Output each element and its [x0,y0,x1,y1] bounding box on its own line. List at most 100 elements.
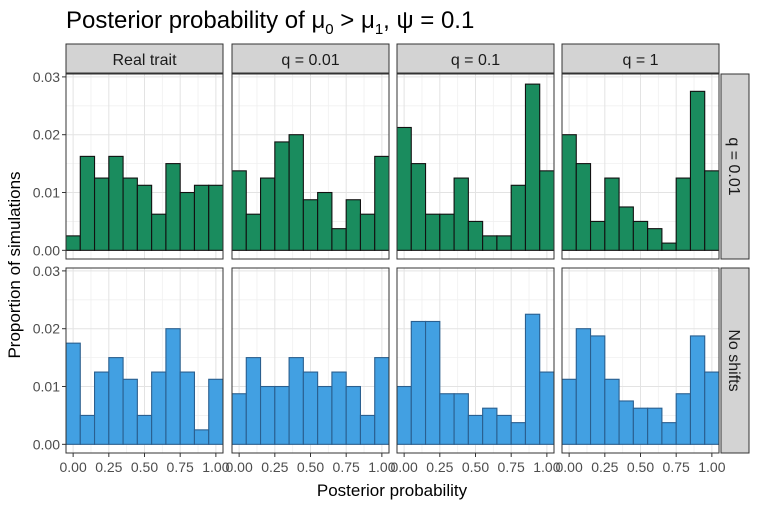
x-tick-label: 0.25 [426,459,453,475]
column-strip-label: q = 0.1 [451,52,500,69]
histogram-bar [179,191,196,251]
histogram-bar [274,385,290,445]
histogram-bar [208,378,223,445]
histogram-bar [424,213,441,251]
histogram-bar [510,184,527,251]
y-tick-label: 0.03 [33,263,60,279]
histogram-bar [374,155,389,251]
row-strip-label: No shifts [725,329,742,391]
histogram-bar [79,414,96,445]
histogram-bar [232,170,247,251]
x-tick-label: 0.00 [391,459,418,475]
histogram-bar [345,385,362,445]
histogram-bar [302,199,319,251]
histogram-bar [689,90,706,251]
histogram-bar [245,213,262,251]
histogram-bars [397,83,554,251]
histogram-bar [122,378,138,445]
facet-panel [231,73,390,260]
histogram-bar [439,393,455,445]
histogram-bar [661,422,677,445]
panel-border [561,73,720,260]
histogram-bar [165,328,181,445]
facet-strips: Real trait q = 0.01 q = 0.1 q = 1 q = 0.01 No… [65,43,750,454]
column-strip-label: q = 1 [622,52,658,69]
histogram-bar [524,313,541,445]
histogram-bar [274,141,290,251]
histogram-bar [359,414,376,445]
histogram-bar [108,357,124,445]
x-tick-label: 0.25 [261,459,288,475]
histogram-bar [496,235,512,251]
histogram-bar [179,371,196,445]
histogram-bar [618,206,634,251]
title-main: Posterior probability of μ [66,7,325,34]
title-end: , ψ = 0.1 [383,7,474,34]
y-tick-label: 0.03 [33,69,60,85]
facet-panel [65,267,224,454]
x-tick-label: 0.25 [591,459,618,475]
histogram-bar [151,213,167,251]
x-tick-label: 0.25 [95,459,122,475]
facet-panels [65,73,720,454]
histogram-bar [136,414,153,445]
x-tick-label: 0.50 [627,459,654,475]
x-tick-label: 0.50 [462,459,489,475]
column-strip-label: q = 0.01 [281,52,339,69]
histogram-bar [136,184,153,251]
histogram-bar [245,357,262,445]
histogram-bar [193,429,210,445]
histogram-bar [232,393,247,445]
histogram-bar [374,357,389,445]
row-strip-label: q = 0.01 [725,137,742,195]
histogram-bar [467,220,484,251]
column-strip [396,43,555,74]
facet-panel [231,267,390,454]
histogram-bar [675,177,692,251]
x-tick-label: 0.00 [60,459,87,475]
histogram-bar [589,335,606,445]
title-sub0: 0 [325,21,333,38]
histogram-bar [575,163,592,251]
x-tick-label: 0.50 [131,459,158,475]
x-tick-label: 0.75 [663,459,690,475]
histogram-bar [317,191,333,251]
column-strip [65,43,224,74]
histogram-bar [66,342,81,445]
column-strip [231,43,390,74]
histogram-bar [331,228,347,251]
histogram-bar [397,126,412,251]
column-strip-label: Real trait [112,52,177,69]
facet-panel [65,73,224,260]
histogram-bar [66,235,81,251]
histogram-bar [108,155,124,251]
panel-border [231,73,390,260]
x-tick-label: 1.00 [202,459,229,475]
histogram-bar [539,170,554,251]
chart-title: Posterior probability of μ0 > μ1, ψ = 0.… [66,7,474,38]
histogram-bar [647,407,663,445]
x-tick-label: 1.00 [368,459,395,475]
histogram-bar [439,213,455,251]
facet-panel [561,73,720,260]
histogram-bar [165,163,181,251]
histogram-bar [259,385,276,445]
histogram-bar [151,371,167,445]
histogram-bar [524,83,541,251]
x-tick-label: 0.00 [556,459,583,475]
histogram-bar [482,235,498,251]
histogram-bar [647,228,663,251]
histogram-bars [562,328,719,445]
histogram-bar [496,414,512,445]
y-tick-label: 0.01 [33,379,60,395]
histogram-bar [675,393,692,445]
histogram-bar [689,335,706,445]
column-strip [561,43,720,74]
histogram-bar [604,378,620,445]
y-axis-label: Proportion of simulations [5,171,24,358]
histogram-bars [232,134,389,251]
histogram-bar [467,414,484,445]
y-tick-label: 0.02 [33,321,60,337]
y-tick-label: 0.00 [33,242,60,258]
histogram-bar [704,170,719,251]
